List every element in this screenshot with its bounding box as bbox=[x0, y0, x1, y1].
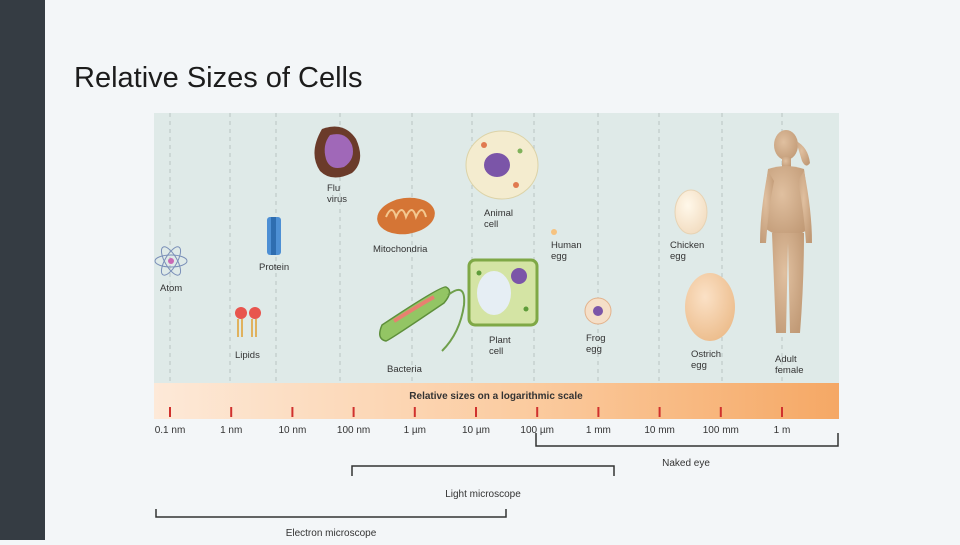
lipids-illustration bbox=[235, 307, 261, 337]
bacteria-illustration bbox=[379, 286, 466, 352]
label-plant-cell: Plant cell bbox=[489, 335, 511, 357]
naked-eye-bracket bbox=[535, 433, 839, 447]
decade-guide-lines bbox=[169, 113, 783, 383]
atom-illustration bbox=[154, 246, 188, 276]
label-lipids: Lipids bbox=[235, 350, 260, 361]
scale-ticks bbox=[169, 407, 783, 417]
label-naked-eye: Naked eye bbox=[662, 458, 710, 469]
scale-tick-label: 10 nm bbox=[279, 425, 307, 436]
label-atom: Atom bbox=[160, 283, 182, 294]
scale-tick-label: 100 mm bbox=[703, 425, 739, 436]
cell-size-figure: Atom Lipids Protein Flu virus Mitochondri… bbox=[154, 113, 839, 540]
label-electron-microscope: Electron microscope bbox=[286, 528, 377, 539]
scale-tick-label: 0.1 nm bbox=[155, 425, 186, 436]
scale-tick-label: 100 nm bbox=[337, 425, 370, 436]
range-brackets bbox=[155, 433, 839, 518]
label-flu-virus: Flu virus bbox=[327, 183, 347, 205]
label-adult-female: Adult female bbox=[775, 354, 804, 376]
scale-tick-labels: 0.1 nm 1 nm 10 nm 100 nm 1 µm 10 µm 100 µm 1 mm… bbox=[155, 425, 791, 436]
label-protein: Protein bbox=[259, 262, 289, 273]
adult-female-illustration bbox=[760, 130, 812, 333]
band-title: Relative sizes on a logarithmic scale bbox=[409, 391, 583, 402]
animal-cell-illustration bbox=[465, 130, 539, 200]
chicken-egg-illustration bbox=[674, 189, 708, 235]
label-human-egg: Human egg bbox=[551, 240, 582, 262]
label-chicken-egg: Chicken egg bbox=[670, 240, 704, 262]
label-animal-cell: Animal cell bbox=[484, 208, 513, 230]
label-mitochondria: Mitochondria bbox=[373, 244, 428, 255]
human-egg-illustration bbox=[551, 229, 557, 235]
label-light-microscope: Light microscope bbox=[445, 489, 521, 500]
scale-tick-label: 1 mm bbox=[586, 425, 611, 436]
protein-illustration bbox=[267, 217, 281, 255]
log-scale-band bbox=[154, 383, 839, 419]
scale-tick-label: 10 mm bbox=[644, 425, 675, 436]
scale-tick-label: 100 µm bbox=[520, 425, 554, 436]
flu-virus-illustration bbox=[314, 126, 361, 178]
label-bacteria: Bacteria bbox=[387, 364, 423, 375]
electron-microscope-bracket bbox=[155, 509, 507, 518]
label-frog-egg: Frog egg bbox=[586, 333, 606, 355]
mitochondria-illustration bbox=[377, 197, 435, 235]
plant-cell-illustration bbox=[467, 258, 539, 327]
slide-title: Relative Sizes of Cells bbox=[74, 62, 363, 94]
ostrich-egg-illustration bbox=[685, 273, 735, 341]
scale-tick-label: 10 µm bbox=[462, 425, 490, 436]
scale-tick-label: 1 m bbox=[774, 425, 791, 436]
frog-egg-illustration bbox=[584, 297, 612, 325]
scale-tick-label: 1 nm bbox=[220, 425, 242, 436]
scale-tick-label: 1 µm bbox=[404, 425, 426, 436]
light-microscope-bracket bbox=[351, 465, 615, 476]
label-ostrich-egg: Ostrich egg bbox=[691, 349, 721, 371]
sidebar-bar bbox=[0, 0, 45, 540]
